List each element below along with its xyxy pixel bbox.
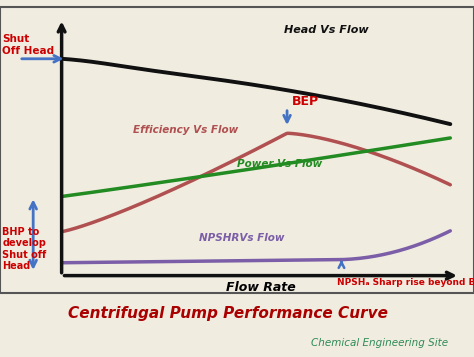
- Text: BHP to
develop
Shut off
Head: BHP to develop Shut off Head: [2, 226, 46, 271]
- Text: Shut
Off Head: Shut Off Head: [2, 34, 55, 56]
- Text: Flow Rate: Flow Rate: [226, 281, 296, 294]
- Text: Head Vs Flow: Head Vs Flow: [284, 25, 369, 35]
- Text: Chemical Engineering Site: Chemical Engineering Site: [310, 338, 448, 348]
- Text: NPSHₐ Sharp rise beyond BEP: NPSHₐ Sharp rise beyond BEP: [337, 278, 474, 287]
- Text: NPSHRVs Flow: NPSHRVs Flow: [199, 233, 284, 243]
- Text: Centrifugal Pump Performance Curve: Centrifugal Pump Performance Curve: [67, 306, 388, 321]
- Text: BEP: BEP: [292, 95, 319, 108]
- Text: Efficiency Vs Flow: Efficiency Vs Flow: [133, 125, 238, 135]
- Text: Power Vs Flow: Power Vs Flow: [237, 159, 322, 169]
